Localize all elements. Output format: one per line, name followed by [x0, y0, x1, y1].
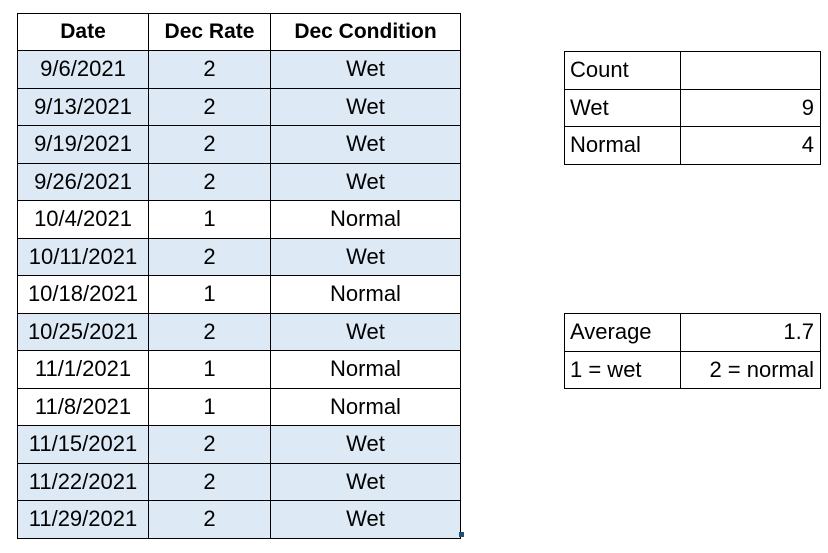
- dec-rate-cell[interactable]: 2: [148, 87, 271, 126]
- dec-condition-cell[interactable]: Normal: [270, 200, 461, 239]
- table-row: 10/11/2021 2 Wet: [17, 237, 461, 276]
- table-row: 9/26/2021 2 Wet: [17, 162, 461, 201]
- dec-condition-cell[interactable]: Wet: [270, 312, 461, 351]
- dec-rate-cell[interactable]: 2: [148, 312, 271, 351]
- date-cell[interactable]: 11/8/2021: [17, 387, 149, 426]
- count-label-cell[interactable]: Normal: [564, 126, 681, 165]
- table-row: 9/6/2021 2 Wet: [17, 50, 461, 89]
- count-row: Count: [564, 51, 821, 90]
- count-row: Normal 4: [564, 126, 821, 165]
- average-summary-table: Average 1.7 1 = wet 2 = normal: [564, 313, 821, 389]
- header-row: Date Dec Rate Dec Condition: [17, 13, 461, 51]
- date-cell[interactable]: 9/26/2021: [17, 162, 149, 201]
- date-cell[interactable]: 10/18/2021: [17, 275, 149, 314]
- average-row: Average 1.7: [564, 313, 821, 352]
- table-row: 9/19/2021 2 Wet: [17, 125, 461, 164]
- header-date[interactable]: Date: [17, 13, 149, 51]
- header-dec-rate[interactable]: Dec Rate: [148, 13, 271, 51]
- dec-condition-cell[interactable]: Wet: [270, 87, 461, 126]
- dec-rate-cell[interactable]: 2: [148, 237, 271, 276]
- table-row: 11/22/2021 2 Wet: [17, 462, 461, 501]
- date-cell[interactable]: 9/19/2021: [17, 125, 149, 164]
- dec-condition-cell[interactable]: Normal: [270, 387, 461, 426]
- average-value-cell[interactable]: 2 = normal: [680, 350, 821, 389]
- dec-condition-cell[interactable]: Wet: [270, 125, 461, 164]
- table-row: 11/1/2021 1 Normal: [17, 350, 461, 389]
- date-cell[interactable]: 11/29/2021: [17, 500, 149, 539]
- table-row: 11/15/2021 2 Wet: [17, 425, 461, 464]
- dec-condition-cell[interactable]: Wet: [270, 425, 461, 464]
- table-row: 10/25/2021 2 Wet: [17, 312, 461, 351]
- date-cell[interactable]: 10/25/2021: [17, 312, 149, 351]
- dec-condition-cell[interactable]: Normal: [270, 350, 461, 389]
- condition-table: Date Dec Rate Dec Condition 9/6/2021 2 Wet…: [17, 13, 461, 539]
- average-label-cell[interactable]: Average: [564, 313, 681, 352]
- dec-condition-cell[interactable]: Wet: [270, 462, 461, 501]
- count-value-cell[interactable]: 4: [680, 126, 821, 165]
- dec-condition-cell[interactable]: Wet: [270, 50, 461, 89]
- header-dec-condition[interactable]: Dec Condition: [270, 13, 461, 51]
- table-resize-handle[interactable]: [459, 532, 464, 537]
- average-label-cell[interactable]: 1 = wet: [564, 350, 681, 389]
- dec-condition-cell[interactable]: Wet: [270, 500, 461, 539]
- count-value-cell[interactable]: 9: [680, 88, 821, 127]
- date-cell[interactable]: 11/15/2021: [17, 425, 149, 464]
- table-row: 10/18/2021 1 Normal: [17, 275, 461, 314]
- dec-rate-cell[interactable]: 2: [148, 500, 271, 539]
- dec-rate-cell[interactable]: 2: [148, 425, 271, 464]
- table-row: 9/13/2021 2 Wet: [17, 87, 461, 126]
- count-label-cell[interactable]: Wet: [564, 88, 681, 127]
- dec-rate-cell[interactable]: 1: [148, 387, 271, 426]
- count-label-cell[interactable]: Count: [564, 51, 681, 90]
- dec-rate-cell[interactable]: 1: [148, 350, 271, 389]
- dec-rate-cell[interactable]: 1: [148, 200, 271, 239]
- dec-rate-cell[interactable]: 2: [148, 50, 271, 89]
- date-cell[interactable]: 9/6/2021: [17, 50, 149, 89]
- dec-condition-cell[interactable]: Normal: [270, 275, 461, 314]
- average-row: 1 = wet 2 = normal: [564, 350, 821, 389]
- dec-condition-cell[interactable]: Wet: [270, 237, 461, 276]
- count-summary-table: Count Wet 9 Normal 4: [564, 51, 821, 165]
- table-row: 11/8/2021 1 Normal: [17, 387, 461, 426]
- table-row: 10/4/2021 1 Normal: [17, 200, 461, 239]
- dec-rate-cell[interactable]: 2: [148, 125, 271, 164]
- dec-rate-cell[interactable]: 1: [148, 275, 271, 314]
- count-value-cell[interactable]: [680, 51, 821, 90]
- table-row: 11/29/2021 2 Wet: [17, 500, 461, 539]
- date-cell[interactable]: 10/4/2021: [17, 200, 149, 239]
- date-cell[interactable]: 11/22/2021: [17, 462, 149, 501]
- dec-rate-cell[interactable]: 2: [148, 462, 271, 501]
- dec-condition-cell[interactable]: Wet: [270, 162, 461, 201]
- date-cell[interactable]: 9/13/2021: [17, 87, 149, 126]
- date-cell[interactable]: 11/1/2021: [17, 350, 149, 389]
- count-row: Wet 9: [564, 88, 821, 127]
- dec-rate-cell[interactable]: 2: [148, 162, 271, 201]
- average-value-cell[interactable]: 1.7: [680, 313, 821, 352]
- date-cell[interactable]: 10/11/2021: [17, 237, 149, 276]
